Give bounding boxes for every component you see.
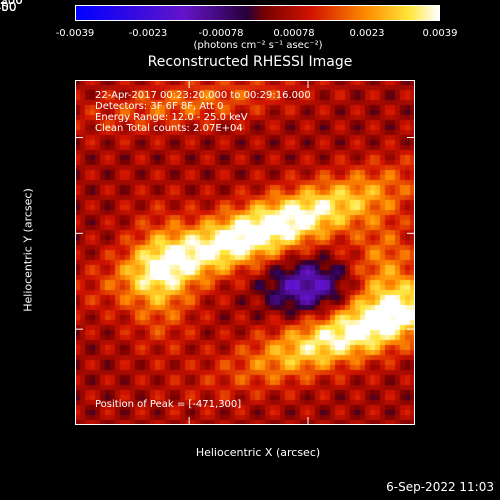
x-tick-label: −450: [0, 0, 17, 14]
colorbar: [75, 5, 440, 21]
annotation-line: Energy Range: 12.0 - 25.0 keV: [95, 112, 248, 123]
colorbar-tick: 0.0023: [349, 28, 385, 39]
heatmap-image: [75, 80, 415, 425]
x-tick-label: −400: [0, 0, 17, 14]
y-tick-label: 300: [0, 0, 23, 7]
colorbar-tick: -0.0039: [55, 28, 95, 39]
colorbar-tick: 0.0039: [422, 28, 458, 39]
heatmap-plot: 22-Apr-2017 00:23:20.000 to 00:29:16.000…: [75, 80, 415, 425]
x-tick-label: −500: [0, 0, 17, 14]
y-tick-label: 350: [0, 0, 23, 7]
annotation-line: 22-Apr-2017 00:23:20.000 to 00:29:16.000: [95, 90, 311, 101]
annotation-line: Detectors: 3F 6F 8F, Att 0: [95, 101, 223, 112]
x-axis-label: Heliocentric X (arcsec): [195, 446, 321, 459]
chart-title: Reconstructed RHESSI Image: [147, 54, 353, 70]
colorbar-tick: -0.00078: [198, 28, 244, 39]
plot-frame: [75, 80, 415, 425]
colorbar-units: (photons cm⁻² s⁻¹ asec⁻²): [193, 40, 323, 51]
colorbar-tick: -0.0023: [128, 28, 168, 39]
y-tick-label: 250: [0, 0, 23, 7]
y-axis-label: Heliocentric Y (arcsec): [21, 188, 35, 312]
annotation-line: Clean Total counts: 2.07E+04: [95, 123, 243, 134]
peak-label: Position of Peak = [-471,300]: [95, 399, 241, 410]
footer-date: 6-Sep-2022 11:03: [386, 480, 494, 494]
colorbar-tick: 0.00078: [273, 28, 315, 39]
